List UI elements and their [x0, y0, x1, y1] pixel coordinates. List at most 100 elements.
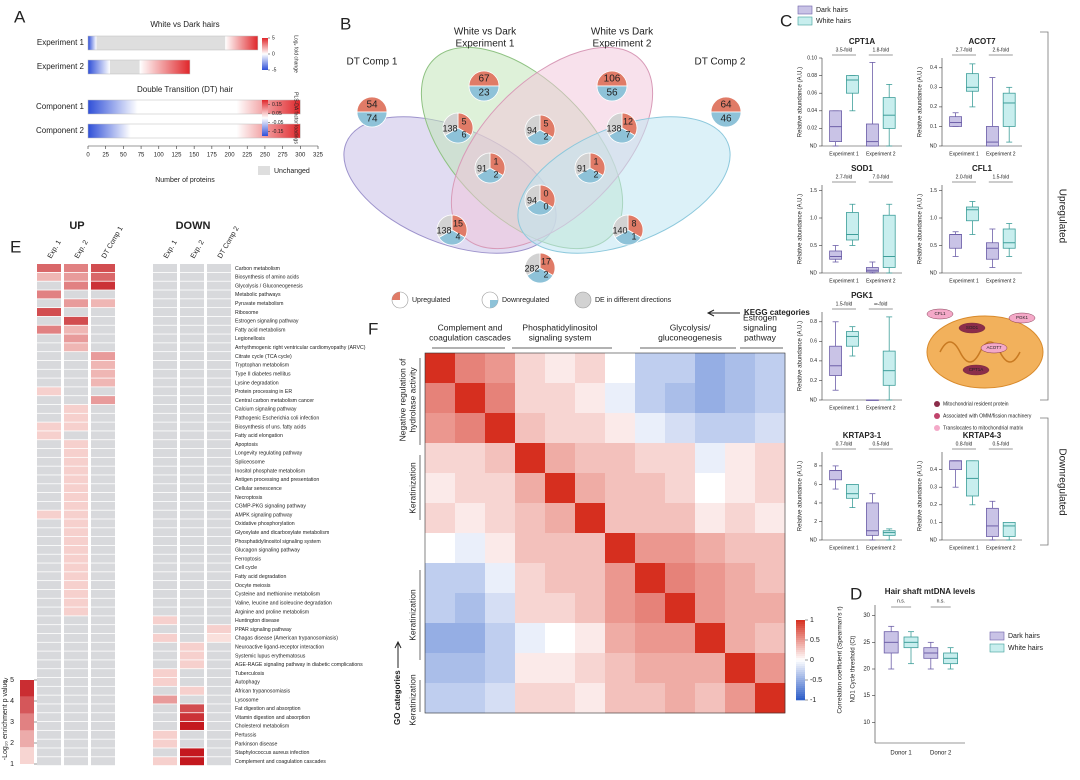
heat-cell [207, 704, 231, 713]
legend-label: White hairs [816, 18, 852, 25]
heat-cell [37, 360, 61, 369]
heat-cell [180, 396, 204, 405]
row-label: Systemic lupus erythematosus [235, 653, 306, 659]
heat-cell [153, 475, 177, 484]
heat-cell [91, 404, 115, 413]
heat-cell [207, 625, 231, 634]
heat-cell [207, 572, 231, 581]
count-segment [225, 36, 258, 50]
count-segment [236, 124, 301, 138]
y-tick-label: 6 [814, 482, 817, 488]
corr-cell [755, 683, 786, 714]
corr-cell [545, 653, 576, 684]
column-label: DT Comp 1 [101, 225, 125, 259]
protein-label: CFL1 [934, 311, 946, 316]
heat-cell [153, 563, 177, 572]
x-tick-label: Experiment 2 [986, 545, 1016, 551]
heat-cell [91, 299, 115, 308]
y-tick-label: ND [930, 270, 938, 276]
heat-cell [37, 264, 61, 273]
corr-cell [605, 593, 636, 624]
mixed-count: 94 [527, 195, 537, 205]
heat-cell [64, 352, 88, 361]
corr-cell [635, 503, 666, 534]
corr-cell [515, 653, 546, 684]
pie-sector [524, 114, 541, 139]
y-tick-label: 0.4 [810, 358, 817, 364]
y-tick-label: 1.0 [810, 215, 817, 221]
x-tick-label: 275 [278, 153, 289, 159]
column-label: Exp. 1 [163, 239, 179, 260]
heat-cell [153, 299, 177, 308]
box [966, 73, 979, 92]
heat-cell [180, 343, 204, 352]
column-label: Exp. 2 [190, 239, 206, 260]
heat-cell [91, 475, 115, 484]
heat-cell [91, 554, 115, 563]
heat-cell [91, 537, 115, 546]
count-segment [88, 36, 97, 50]
count-segment [130, 124, 237, 138]
heat-cell [207, 290, 231, 299]
corr-cell [455, 413, 486, 444]
heat-cell [153, 721, 177, 730]
fold-label: 3.5-fold [836, 47, 853, 53]
pie-sector [468, 85, 500, 102]
heat-cell [37, 510, 61, 519]
y-axis-title: ND1 Cycle threshold (Ct) [851, 636, 857, 703]
corr-cell [695, 473, 726, 504]
corr-cell [515, 593, 546, 624]
heat-cell [64, 686, 88, 695]
x-tick-label: Experiment 2 [986, 278, 1016, 284]
heat-cell [180, 686, 204, 695]
colorbar-title: Log₂ fold change [293, 35, 299, 73]
corr-cell [455, 683, 486, 714]
colorbar-step [796, 658, 805, 661]
corr-cell [755, 473, 786, 504]
heat-cell [64, 360, 88, 369]
heat-cell [207, 457, 231, 466]
up-count: 1 [593, 156, 598, 166]
up-count: 106 [604, 74, 621, 85]
heat-cell [37, 554, 61, 563]
corr-cell [515, 383, 546, 414]
heat-cell [207, 281, 231, 290]
heat-cell [207, 431, 231, 440]
corr-cell [665, 653, 696, 684]
heat-cell [37, 660, 61, 669]
heat-cell [180, 607, 204, 616]
row-label: Vitamin digestion and absorption [235, 715, 310, 721]
x-tick-label: Experiment 2 [866, 545, 896, 551]
corr-cell [725, 623, 756, 654]
legend-pie-part [392, 292, 400, 300]
row-label: Glycolysis / Gluconeogenesis [235, 283, 303, 289]
corr-cell [755, 443, 786, 474]
heat-cell [64, 440, 88, 449]
row-label: Protein processing in ER [235, 389, 292, 395]
heat-cell [207, 642, 231, 651]
heat-cell [64, 369, 88, 378]
heat-cell [91, 448, 115, 457]
heat-cell [64, 642, 88, 651]
protein-label: ACOT7 [986, 345, 1002, 350]
y-axis-title: Relative abundance (A.U.) [918, 67, 924, 137]
heat-cell [207, 660, 231, 669]
up-count: 8 [631, 218, 636, 228]
heat-cell [91, 686, 115, 695]
heat-cell [153, 739, 177, 748]
heat-cell [207, 757, 231, 766]
heat-cell [207, 272, 231, 281]
heat-cell [180, 572, 204, 581]
heat-cell [91, 369, 115, 378]
heat-cell [207, 686, 231, 695]
row-label: PPAR signaling pathway [235, 627, 292, 633]
heat-cell [180, 757, 204, 766]
side-label: Upregulated [1056, 189, 1067, 243]
heat-cell [91, 325, 115, 334]
box [829, 250, 842, 260]
pie-sector [444, 127, 472, 144]
y-tick-label: 0.3 [930, 485, 937, 491]
heat-cell [64, 695, 88, 704]
corr-cell [605, 563, 636, 594]
y-tick-label: 0.2 [930, 502, 937, 508]
